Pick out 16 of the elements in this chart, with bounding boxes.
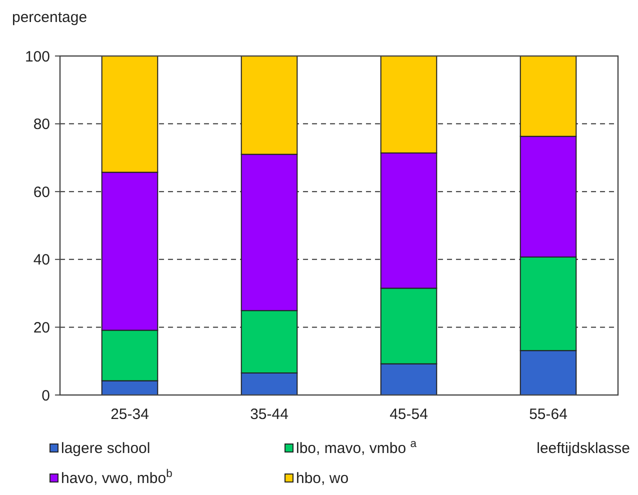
y-tick-label: 0 (42, 387, 50, 404)
legend-label: lbo, mavo, vmbo $^{a}$ (296, 438, 418, 457)
x-axis-title: leeftijdsklasse (536, 440, 630, 457)
y-tick-label: 20 (33, 319, 50, 336)
x-tick-label: 45-54 (390, 406, 428, 423)
x-tick-label: 55-64 (529, 406, 568, 423)
y-tick-label: 40 (33, 252, 50, 269)
y-tick-label: 100 (24, 48, 50, 66)
legend-label: hbo, wo (296, 470, 349, 487)
y-tick-label: 60 (33, 184, 50, 201)
legend-label: lagere school (61, 440, 150, 457)
x-tick-label: 35-44 (250, 406, 288, 423)
x-tick-label: 25-34 (110, 406, 149, 423)
y-tick-label: 80 (33, 116, 50, 134)
y-axis-title: percentage (12, 9, 88, 26)
legend-label: havo, vwo, mbo$^{b}$ (61, 468, 172, 487)
